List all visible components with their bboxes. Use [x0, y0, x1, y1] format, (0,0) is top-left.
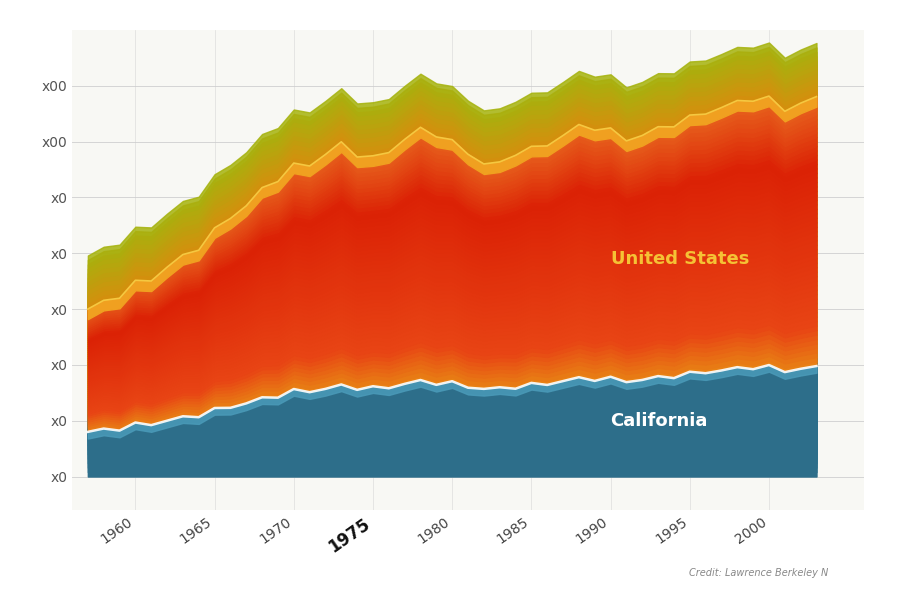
Text: California: California [610, 412, 708, 430]
Text: United States: United States [610, 250, 749, 268]
Text: Credit: Lawrence Berkeley N: Credit: Lawrence Berkeley N [688, 568, 828, 578]
